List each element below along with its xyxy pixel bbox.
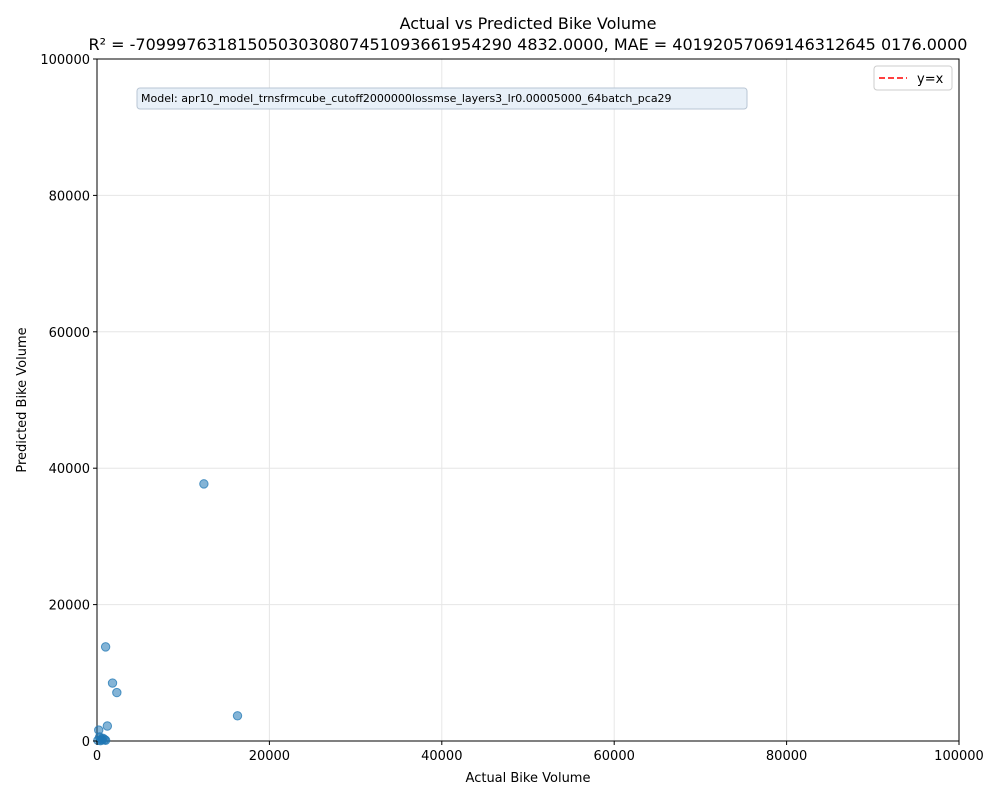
legend-label: y=x (917, 72, 944, 87)
data-point (232, 711, 243, 721)
x-tick-label: 100000 (934, 749, 984, 764)
data-point (102, 721, 113, 731)
reference-line-layer (97, 59, 959, 741)
annotation-box: Model: apr10_model_trnsfrmcube_cutoff200… (136, 87, 748, 110)
y-tick-label: 100000 (40, 53, 90, 68)
annotation-box-bg (136, 87, 748, 110)
y-tick-label: 80000 (49, 189, 90, 204)
chart-title: Actual vs Predicted Bike Volume (400, 14, 657, 33)
x-axis-label: Actual Bike Volume (466, 771, 591, 786)
data-point (100, 642, 111, 652)
y-tick-label: 0 (82, 735, 90, 750)
x-tick-label: 60000 (594, 749, 635, 764)
data-point (97, 735, 107, 745)
data-points (93, 479, 243, 746)
y-tick-label: 60000 (49, 326, 90, 341)
y-axis-label: Predicted Bike Volume (15, 327, 30, 472)
x-tick-label: 0 (93, 749, 101, 764)
annotation-text: Model: apr10_model_trnsfrmcube_cutoff200… (141, 92, 672, 105)
x-tick-label: 20000 (249, 749, 290, 764)
chart-subtitle: R² = -7099976318150503030807451093661954… (89, 35, 968, 54)
data-point (112, 687, 122, 698)
legend: y=x (873, 65, 953, 91)
axis-ticks: 0 20000 40000 60000 80000 100000 0 20000 40000 60… (40, 53, 983, 764)
x-tick-label: 40000 (421, 749, 462, 764)
data-point (107, 678, 118, 688)
data-point (199, 479, 209, 489)
x-tick-label: 80000 (766, 749, 807, 764)
plot-area-frame (96, 58, 960, 742)
y-tick-label: 20000 (49, 599, 90, 614)
legend-box (873, 65, 953, 91)
y-tick-label: 40000 (49, 462, 90, 477)
